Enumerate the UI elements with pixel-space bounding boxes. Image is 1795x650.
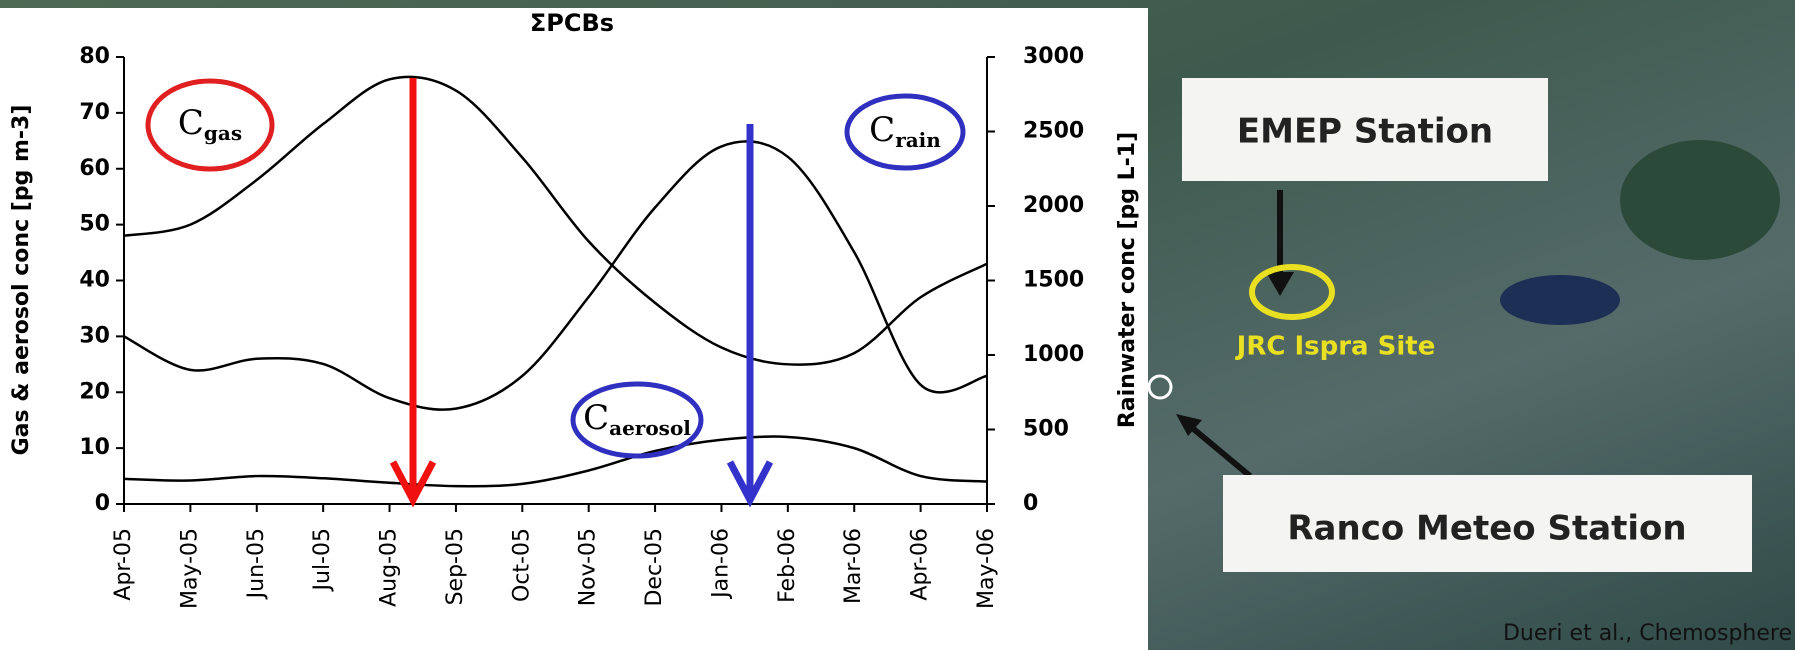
x-tick-label: Sep-05 [443, 528, 468, 605]
y2-tick-label: 2000 [1023, 193, 1084, 218]
y-tick-label: 10 [79, 435, 110, 460]
series-label-main: C [869, 110, 895, 150]
y-axis-label: Gas & aerosol conc [pg m-3] [9, 105, 34, 456]
page: ΣPCBs Gas & aerosol conc [pg m-3] Rainwa… [0, 0, 1795, 650]
x-tick-label: Oct-05 [509, 528, 534, 602]
map-label: EMEP Station [1237, 112, 1493, 152]
x-tick-label: Jun-05 [244, 528, 269, 600]
series-label-main: C [178, 103, 204, 143]
x-tick-label: Mar-06 [841, 528, 866, 604]
y2-tick-label: 2500 [1023, 119, 1084, 144]
y2-tick-label: 1000 [1023, 342, 1084, 367]
x-tick-label: Nov-05 [576, 528, 601, 606]
y-tick-label: 60 [79, 156, 110, 181]
series-label-sub: gas [204, 121, 242, 145]
series-label-main: C [583, 398, 609, 438]
y-tick-label: 20 [79, 379, 110, 404]
x-tick-label: Dec-05 [642, 528, 667, 607]
y-tick-label: 40 [79, 268, 110, 293]
y-tick-label: 0 [95, 491, 110, 516]
x-tick-label: Aug-05 [377, 528, 402, 607]
x-tick-label: Feb-06 [775, 528, 800, 603]
y-tick-label: 30 [79, 323, 110, 348]
x-tick-label: May-05 [177, 528, 202, 609]
y2-tick-label: 3000 [1023, 44, 1084, 69]
y-tick-label: 80 [79, 44, 110, 69]
y2-axis-label: Rainwater conc [pg L-1] [1115, 132, 1140, 428]
y2-tick-label: 500 [1023, 417, 1069, 442]
x-tick-label: May-06 [974, 528, 999, 609]
citation: Dueri et al., Chemosphere [1503, 621, 1792, 646]
x-tick-label: Jul-05 [310, 528, 335, 592]
x-tick-label: Jan-06 [708, 528, 733, 600]
series-label-sub: rain [895, 128, 941, 152]
y-tick-label: 70 [79, 100, 110, 125]
x-tick-label: Apr-05 [111, 528, 136, 601]
series-label-sub: aerosol [609, 416, 691, 440]
x-tick-label: Apr-06 [908, 528, 933, 601]
forest [1620, 140, 1780, 260]
y-tick-label: 50 [79, 212, 110, 237]
lake [1500, 275, 1620, 325]
map-label: JRC Ispra Site [1235, 332, 1436, 362]
y2-tick-label: 1500 [1023, 268, 1084, 293]
y2-tick-label: 0 [1023, 491, 1038, 516]
map-label: Ranco Meteo Station [1287, 509, 1686, 549]
chart-title: ΣPCBs [530, 9, 614, 37]
